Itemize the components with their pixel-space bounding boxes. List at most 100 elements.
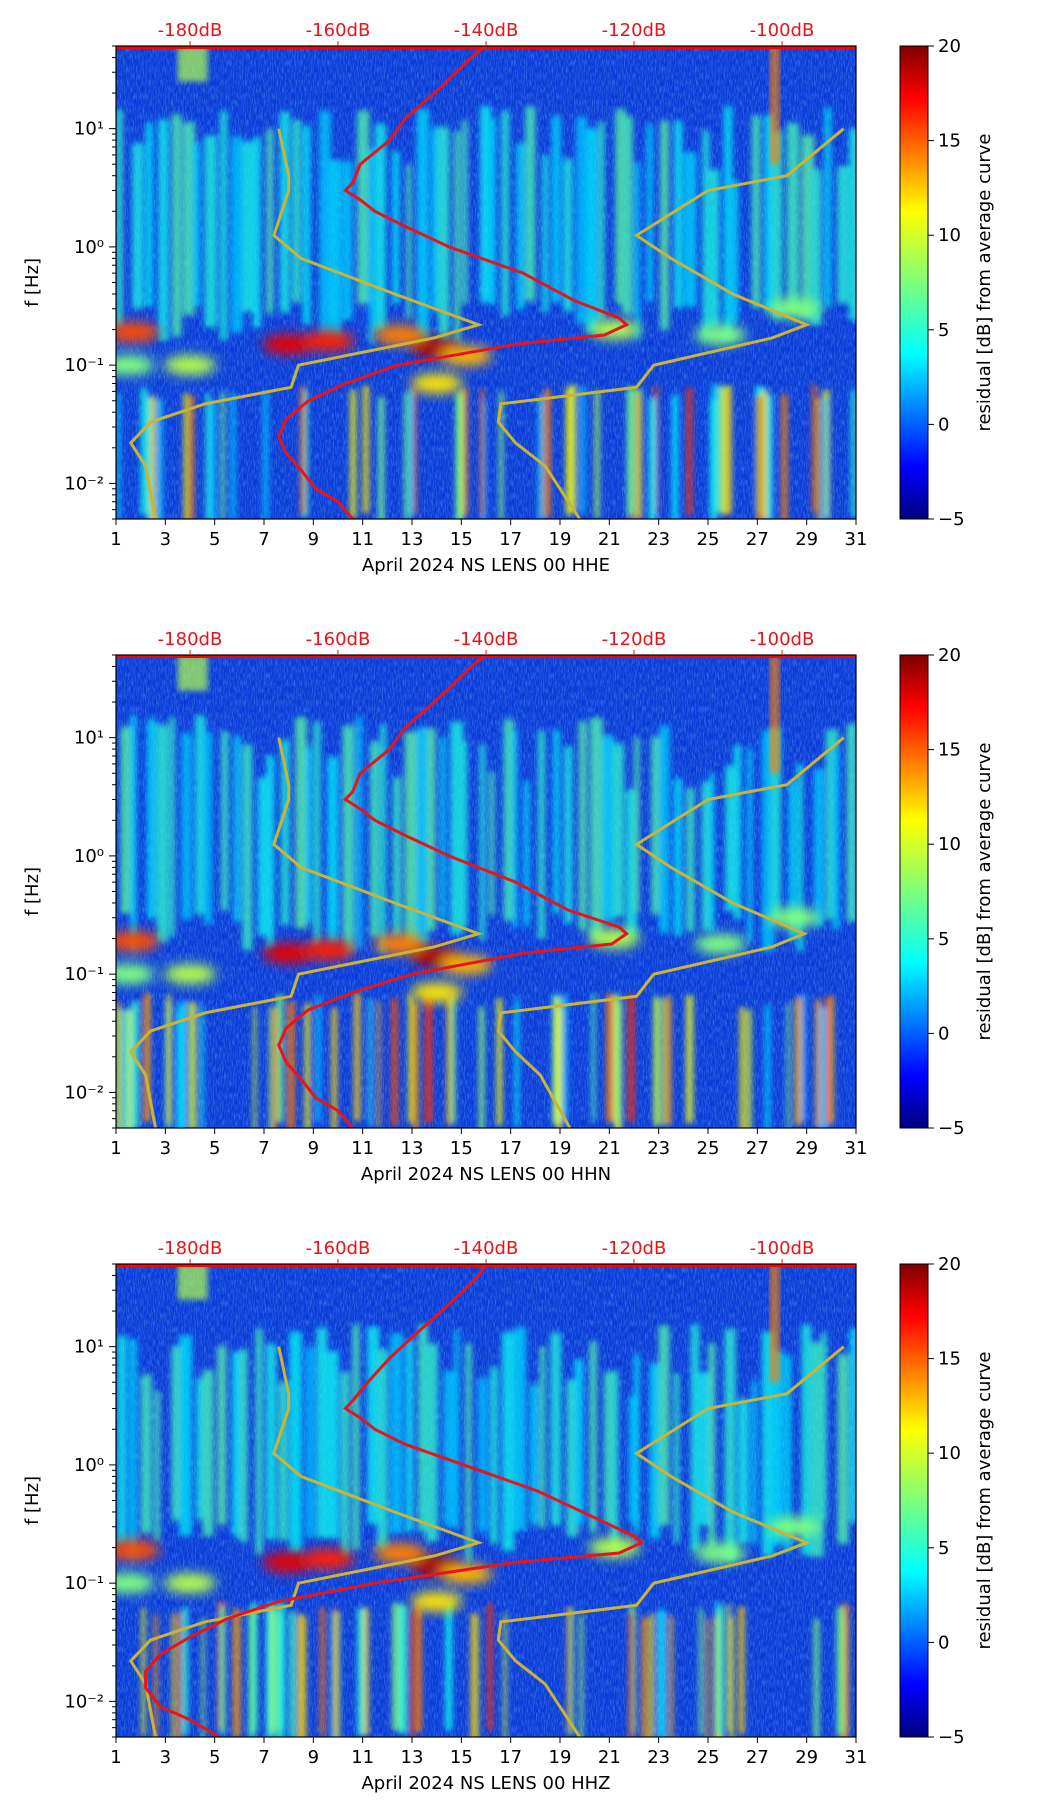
- y-tick-label: 10⁻¹: [64, 355, 104, 376]
- heatmap-spike: [201, 1617, 205, 1737]
- heatmap-spike: [649, 1613, 655, 1737]
- heatmap-spike: [786, 1002, 790, 1128]
- heatmap-hot-column: [769, 655, 780, 774]
- heatmap-stripe: [416, 108, 429, 343]
- heatmap-spike: [462, 387, 468, 516]
- heatmap-spike: [140, 387, 148, 515]
- heatmap-spike: [445, 1602, 453, 1731]
- heatmap-hot-column: [769, 46, 780, 165]
- x-tick-label: 11: [351, 1138, 374, 1159]
- heatmap-spike: [449, 995, 456, 1124]
- heatmap-blob: [164, 355, 216, 376]
- top-db-tick-label: -140dB: [454, 20, 519, 41]
- y-tick-label: 10⁰: [74, 846, 104, 867]
- colorbar: [899, 45, 929, 520]
- x-tick-label: 29: [795, 1138, 818, 1159]
- heatmap-spike: [377, 1000, 381, 1128]
- heatmap-spike: [610, 994, 616, 1123]
- x-tick-label: 19: [549, 1138, 572, 1159]
- heatmap-spike: [350, 390, 357, 518]
- heatmap-blob: [116, 931, 160, 952]
- heatmap-blob: [262, 1552, 315, 1573]
- heatmap-blob: [694, 1542, 747, 1563]
- heatmap-spike: [671, 394, 679, 519]
- x-tick-label: 7: [258, 1138, 269, 1159]
- heatmap-spike: [719, 386, 727, 515]
- heatmap-spike: [851, 388, 856, 517]
- colorbar-tick-label: 5: [938, 929, 949, 950]
- heatmap-spike: [705, 1618, 710, 1737]
- heatmap-spike: [188, 1001, 197, 1128]
- heatmap-stripe: [454, 130, 461, 343]
- median-psd-curve: [277, 46, 630, 519]
- heatmap-stripe: [809, 169, 822, 326]
- heatmap-stripes: [117, 1324, 856, 1562]
- heatmap-blob: [588, 1537, 641, 1558]
- heatmap-stripe: [465, 1343, 472, 1562]
- top-db-tick-label: -160dB: [306, 629, 371, 650]
- heatmap-stripe: [674, 778, 683, 936]
- heatmap-stripe: [462, 119, 468, 305]
- heatmap-stripe: [156, 724, 169, 942]
- heatmap-spikes: [141, 1601, 849, 1737]
- heatmap-stripe: [589, 1341, 597, 1533]
- heatmap-stripe: [709, 773, 715, 932]
- heatmap-stripe: [257, 777, 268, 936]
- heatmap-blob: [116, 322, 160, 343]
- heatmap-spike: [503, 1613, 507, 1737]
- x-tick-label: 19: [549, 1747, 572, 1768]
- y-tick-label: 10¹: [74, 728, 104, 749]
- heatmap-spike: [716, 1607, 724, 1736]
- heatmap-spike: [183, 393, 189, 519]
- heatmap-stripe: [837, 165, 849, 304]
- heatmap-stripe: [252, 137, 261, 328]
- heatmap-stripe: [417, 1324, 428, 1532]
- top-db-tick-label: -180dB: [158, 1238, 223, 1259]
- heatmap-stripe: [634, 736, 640, 912]
- top-db-tick-label: -120dB: [602, 1238, 667, 1259]
- heatmap-stripe: [590, 717, 603, 940]
- heatmap-spike: [641, 1617, 649, 1737]
- x-tick-label: 29: [795, 529, 818, 550]
- heatmap-stripe: [158, 119, 169, 341]
- heatmap-blob: [116, 1540, 160, 1561]
- heatmap-stripe: [512, 729, 518, 929]
- heatmap-spikes: [116, 384, 856, 519]
- x-tick-label: 5: [209, 1138, 220, 1159]
- heatmap-stripe: [266, 755, 275, 949]
- heatmap-spikes: [116, 992, 834, 1128]
- heatmap-blob: [373, 933, 426, 954]
- heatmap-stripe: [501, 110, 510, 316]
- heatmap-stripe: [771, 1350, 784, 1546]
- heatmap-spike: [729, 1616, 734, 1737]
- heatmap-blob: [302, 331, 355, 352]
- heatmap-spike: [514, 998, 519, 1127]
- heatmap-spike: [636, 394, 641, 519]
- heatmap-stripe: [523, 780, 530, 927]
- heatmap-stripe: [502, 1331, 515, 1552]
- x-tick-label: 17: [499, 1747, 522, 1768]
- heatmap-blob: [410, 982, 463, 1003]
- heatmap-stripe: [724, 1328, 736, 1561]
- x-tick-label: 13: [401, 1138, 424, 1159]
- heatmap-spike: [156, 398, 163, 519]
- top-db-tick-label: -120dB: [602, 20, 667, 41]
- heatmap-blob: [410, 1591, 463, 1612]
- heatmap-blob: [410, 373, 463, 394]
- heatmap-spike: [627, 994, 635, 1122]
- heatmap-spike: [331, 1008, 338, 1128]
- heatmap-spike: [480, 388, 484, 516]
- heatmap-stripe: [352, 1324, 360, 1551]
- heatmap-spike: [171, 1613, 175, 1737]
- heatmap-stripe: [628, 1395, 638, 1524]
- heatmap-blob: [262, 943, 315, 964]
- top-db-tick-label: -140dB: [454, 629, 519, 650]
- heatmap-stripe: [289, 1331, 302, 1554]
- x-axis-label: April 2024 NS LENS 00 HHZ: [361, 1773, 610, 1794]
- heatmap-spike: [167, 994, 171, 1122]
- heatmap-stripe: [821, 1332, 827, 1521]
- heatmap-stripe: [673, 1373, 680, 1543]
- heatmap-spike: [822, 399, 827, 519]
- heatmap-stripe: [751, 115, 761, 309]
- spectrogram-image: [116, 46, 856, 519]
